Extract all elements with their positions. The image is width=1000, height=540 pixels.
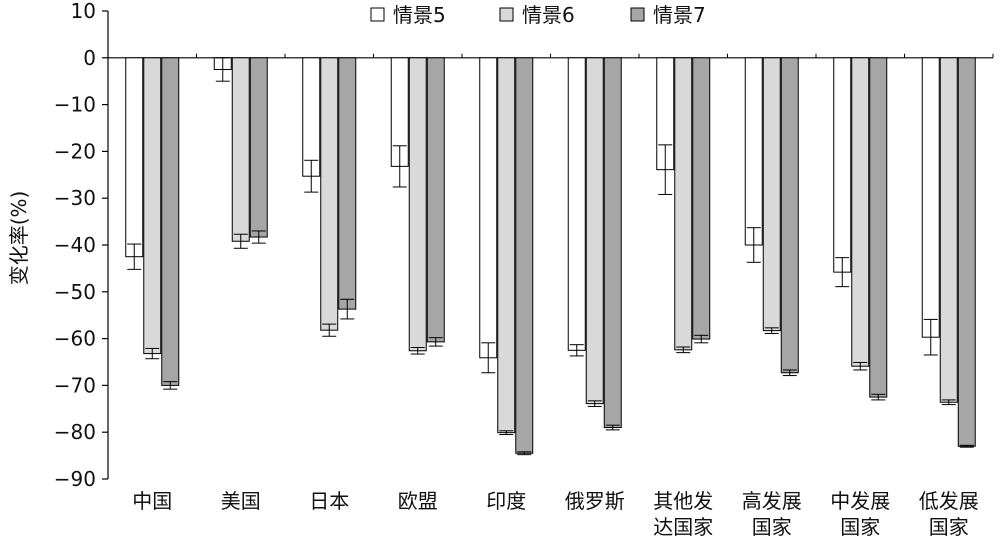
bar-7 [426, 57, 445, 343]
bar-7 [869, 57, 888, 398]
category-label: 欧盟 [398, 489, 438, 513]
bar-5 [302, 57, 321, 177]
bar-5 [744, 57, 763, 246]
category-label: 美国 [221, 489, 261, 513]
legend-label: 情景7 [653, 3, 706, 27]
bar-6 [231, 57, 250, 242]
y-tick-label: −50 [54, 280, 96, 304]
category-label: 印度 [486, 489, 526, 513]
labels-layer: 10 0 −10 −20 −30 −40 −50 −60 −70 −80 −90 中国 美国 日本 欧盟 印度… [54, 0, 979, 539]
bar-7 [338, 57, 357, 310]
bar-6 [143, 57, 162, 355]
category-label: 中国 [132, 489, 172, 513]
legend: 情景5 情景6 情景7 [370, 3, 706, 27]
legend-label: 情景6 [522, 3, 575, 27]
y-axis-title: 变化率(%) [7, 191, 31, 286]
category-label: 俄罗斯 [565, 489, 625, 513]
legend-swatch [499, 7, 514, 22]
legend-swatch [630, 7, 645, 22]
category-label: 达国家 [653, 515, 713, 539]
bar-7 [515, 57, 534, 454]
y-tick-label: −20 [54, 139, 96, 163]
bar-5 [921, 57, 940, 338]
bar-6 [674, 57, 693, 351]
bar-6 [585, 57, 604, 405]
bar-7 [780, 57, 799, 374]
bar-6 [762, 57, 781, 332]
category-label: 国家 [752, 515, 792, 539]
bar-7 [249, 57, 268, 238]
bar-5 [567, 57, 586, 351]
y-tick-label: 10 [71, 0, 96, 23]
bar-6 [939, 57, 958, 403]
bar-6 [851, 57, 870, 367]
bar-6 [320, 57, 339, 331]
y-tick-label: −70 [54, 373, 96, 397]
y-tick-label: −80 [54, 420, 96, 444]
bar-6 [497, 57, 516, 434]
category-label: 其他发 [653, 489, 713, 513]
bar-5 [833, 57, 852, 273]
category-label: 中发展 [830, 489, 890, 513]
y-tick-label: −60 [54, 327, 96, 351]
y-tick-label: 0 [83, 46, 96, 70]
bar-5 [479, 57, 498, 359]
y-tick-label: −40 [54, 233, 96, 257]
category-label: 国家 [840, 515, 880, 539]
legend-label: 情景5 [393, 3, 446, 27]
category-label: 低发展 [919, 489, 979, 513]
bar-7 [603, 57, 622, 429]
category-label: 日本 [309, 489, 349, 513]
bar-6 [408, 57, 427, 352]
bar-7 [692, 57, 711, 340]
category-label: 高发展 [742, 489, 802, 513]
y-tick-label: −90 [54, 467, 96, 491]
y-tick-label: −30 [54, 186, 96, 210]
category-label: 国家 [929, 515, 969, 539]
bar-5 [125, 57, 144, 258]
bar-7 [957, 57, 976, 447]
y-tick-label: −10 [54, 93, 96, 117]
legend-swatch [370, 7, 385, 22]
bar-7 [161, 57, 180, 386]
bars-layer [125, 57, 976, 456]
